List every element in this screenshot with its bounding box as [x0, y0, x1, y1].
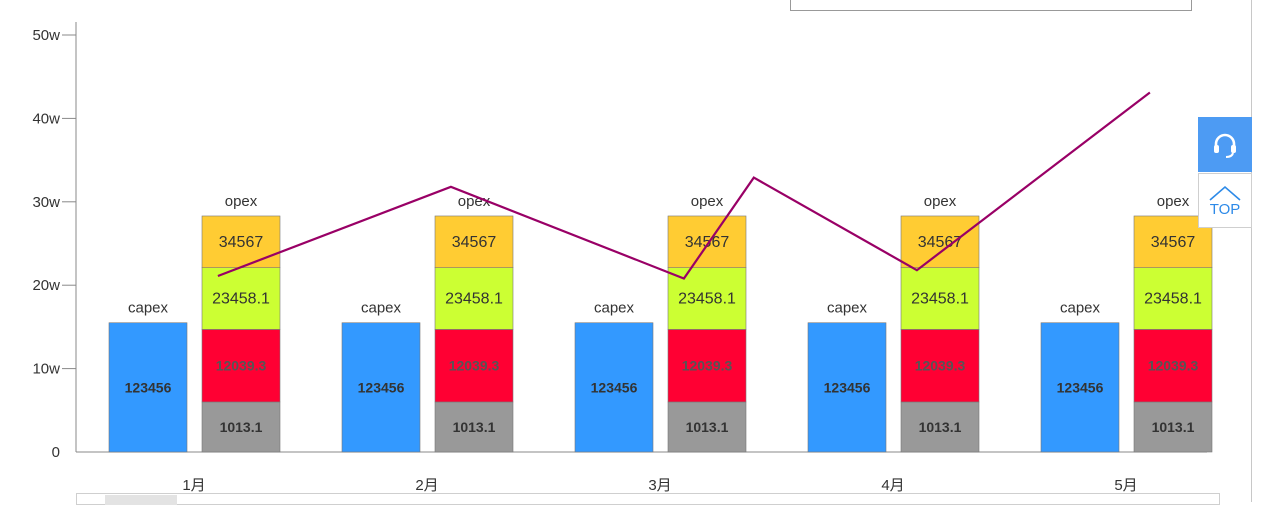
bar-segment — [1133, 401, 1213, 453]
bar-value-label: 34567 — [918, 234, 963, 251]
bar-value-label: 23458.1 — [1144, 291, 1202, 308]
customer-service-button[interactable] — [1198, 117, 1252, 172]
right-divider — [1251, 0, 1252, 502]
scrollbar-thumb[interactable] — [105, 495, 177, 505]
bar-segment — [667, 215, 747, 268]
bar-segment — [667, 329, 747, 403]
bar-segment — [434, 401, 514, 453]
bar-segment — [434, 267, 514, 330]
bar-value-label: 23458.1 — [678, 291, 736, 308]
back-to-top-button[interactable]: TOP — [1198, 173, 1252, 228]
bar-value-label: 123456 — [1057, 379, 1104, 395]
bar-value-label: 23458.1 — [445, 291, 503, 308]
bar-segment — [201, 329, 281, 403]
bar-value-label: 34567 — [219, 234, 264, 251]
line-series — [217, 91, 1151, 280]
x-category-label: 1月 — [182, 477, 205, 494]
bar-value-label: 123456 — [358, 379, 405, 395]
bar-value-label: 123456 — [125, 379, 172, 395]
bar-value-label: 1013.1 — [686, 419, 729, 435]
y-tick-label: 50w — [32, 27, 60, 44]
y-tick-label: 10w — [32, 361, 60, 378]
bottom-scrollbar[interactable] — [76, 493, 1220, 505]
bar-segment — [807, 322, 887, 453]
bar-segment — [434, 215, 514, 268]
x-category-label: 3月 — [648, 477, 671, 494]
headset-icon — [1214, 133, 1236, 158]
bar-value-label: 1013.1 — [220, 419, 263, 435]
stack-name-label: opex — [458, 193, 491, 210]
bar-value-label: 12039.3 — [449, 358, 500, 374]
bar-segment — [201, 401, 281, 453]
bar-layer: 123456 capex 1013.1 12039.3 23458.1 34567 opex… — [108, 193, 1213, 453]
bar-value-label: 1013.1 — [453, 419, 496, 435]
bar-value-label: 34567 — [685, 234, 730, 251]
y-tick-label: 20w — [32, 277, 60, 294]
y-tick-label: 0 — [52, 444, 60, 461]
stack-name-label: capex — [361, 300, 402, 317]
stack-name-label: capex — [1060, 300, 1101, 317]
bar-value-label: 123456 — [824, 379, 871, 395]
bar-segment — [667, 401, 747, 453]
bar-value-label: 23458.1 — [911, 291, 969, 308]
stack-name-label: capex — [594, 300, 635, 317]
bar-segment — [1133, 267, 1213, 330]
stack-name-label: capex — [827, 300, 868, 317]
x-category-label: 4月 — [881, 477, 904, 494]
bar-segment — [434, 329, 514, 403]
chevron-up-icon — [1209, 185, 1241, 201]
stack-name-label: capex — [128, 300, 169, 317]
bar-value-label: 34567 — [452, 234, 497, 251]
bar-value-label: 12039.3 — [216, 358, 267, 374]
stack-name-label: opex — [924, 193, 957, 210]
y-tick-label: 30w — [32, 194, 60, 211]
y-tick-label: 40w — [32, 110, 60, 127]
bar-segment — [201, 267, 281, 330]
bar-segment — [108, 322, 188, 453]
bar-value-label: 12039.3 — [1148, 358, 1199, 374]
bar-segment — [900, 329, 980, 403]
bar-segment — [900, 401, 980, 453]
stack-name-label: opex — [691, 193, 724, 210]
bar-segment — [574, 322, 654, 453]
bar-value-label: 1013.1 — [1152, 419, 1195, 435]
bar-value-label: 12039.3 — [915, 358, 966, 374]
back-to-top-label: TOP — [1209, 200, 1241, 218]
bar-segment — [341, 322, 421, 453]
bar-value-label: 123456 — [591, 379, 638, 395]
bar-value-label: 12039.3 — [682, 358, 733, 374]
bar-segment — [1040, 322, 1120, 453]
bar-value-label: 23458.1 — [212, 291, 270, 308]
bar-segment — [900, 267, 980, 330]
stack-name-label: opex — [1157, 193, 1190, 210]
bar-value-label: 1013.1 — [919, 419, 962, 435]
bar-segment — [1133, 329, 1213, 403]
top-panel-frame — [790, 0, 1192, 11]
x-category-label: 5月 — [1114, 477, 1137, 494]
stack-name-label: opex — [225, 193, 258, 210]
category-label-layer: 1月 2月 3月 4月 5月 — [182, 477, 1137, 494]
bar-value-label: 34567 — [1151, 234, 1196, 251]
line-layer — [217, 91, 1151, 280]
x-category-label: 2月 — [415, 477, 438, 494]
bar-segment — [900, 215, 980, 268]
